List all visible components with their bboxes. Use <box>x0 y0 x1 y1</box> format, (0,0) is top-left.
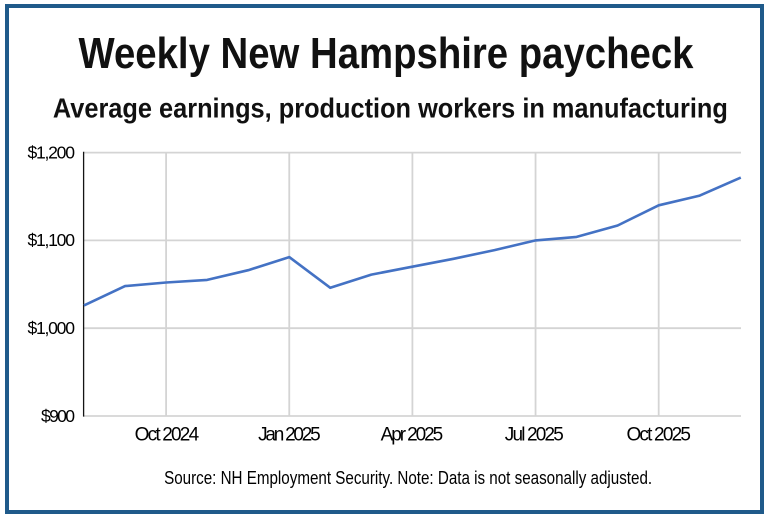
svg-text:Jan 2025: Jan 2025 <box>258 425 321 446</box>
svg-text:Average earnings, production w: Average earnings, production workers in … <box>53 93 728 124</box>
svg-text:$900: $900 <box>41 406 75 426</box>
svg-text:Jul 2025: Jul 2025 <box>505 425 564 446</box>
svg-text:Source: NH Employment Security: Source: NH Employment Security. Note: Da… <box>164 468 652 488</box>
svg-text:Oct 2025: Oct 2025 <box>626 425 691 446</box>
svg-text:Apr 2025: Apr 2025 <box>381 425 444 446</box>
svg-text:Oct 2024: Oct 2024 <box>135 425 200 446</box>
svg-text:$1,000: $1,000 <box>28 318 76 338</box>
svg-text:$1,200: $1,200 <box>28 142 76 162</box>
svg-text:$1,100: $1,100 <box>28 230 76 250</box>
svg-text:Weekly New Hampshire paycheck: Weekly New Hampshire paycheck <box>79 29 694 78</box>
